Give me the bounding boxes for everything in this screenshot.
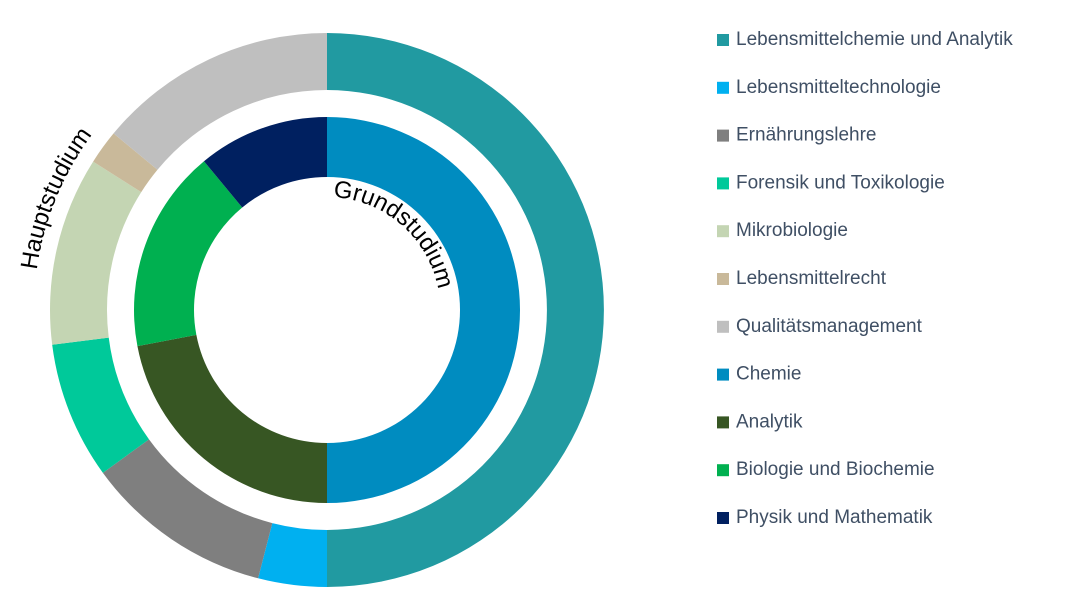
- segment: [137, 334, 327, 503]
- segment: [52, 337, 150, 473]
- segment: [93, 133, 158, 193]
- legend-text: Chemie: [736, 364, 801, 385]
- legend-swatch: [717, 464, 729, 477]
- legend-text: Lebensmittelrecht: [736, 268, 887, 289]
- legend: Lebensmittelchemie und Analytik Lebensmit…: [717, 29, 1013, 528]
- segment: [258, 523, 327, 587]
- legend-text: Lebensmittelchemie und Analytik: [736, 29, 1013, 50]
- legend-swatch: [717, 129, 729, 142]
- legend-swatch: [717, 34, 729, 46]
- legend-swatch: [717, 320, 729, 333]
- legend-text: Mikrobiologie: [736, 220, 848, 241]
- segment: [203, 117, 327, 208]
- legend-text: Physik und Mathematik: [736, 507, 933, 528]
- segment: [113, 33, 327, 170]
- legend-text: Qualitätsmanagement: [736, 316, 923, 337]
- segment: [327, 117, 520, 503]
- segment: [327, 33, 604, 587]
- legend-swatch: [717, 368, 729, 381]
- segment: [134, 161, 243, 347]
- legend-swatch: [717, 416, 729, 429]
- segment: [102, 439, 273, 579]
- legend-text: Analytik: [736, 411, 803, 432]
- legend-swatch: [717, 273, 729, 285]
- legend-text: Ernährungslehre: [736, 125, 876, 146]
- rings: [50, 33, 604, 587]
- legend-text: Forensik und Toxikologie: [736, 172, 945, 193]
- legend-swatch: [717, 225, 729, 238]
- legend-swatch: [717, 512, 729, 524]
- legend-text: Lebensmitteltechnologie: [736, 77, 941, 98]
- segment: [50, 161, 142, 345]
- legend-swatch: [717, 177, 729, 190]
- legend-text: Biologie und Biochemie: [736, 459, 935, 480]
- legend-swatch: [717, 81, 729, 94]
